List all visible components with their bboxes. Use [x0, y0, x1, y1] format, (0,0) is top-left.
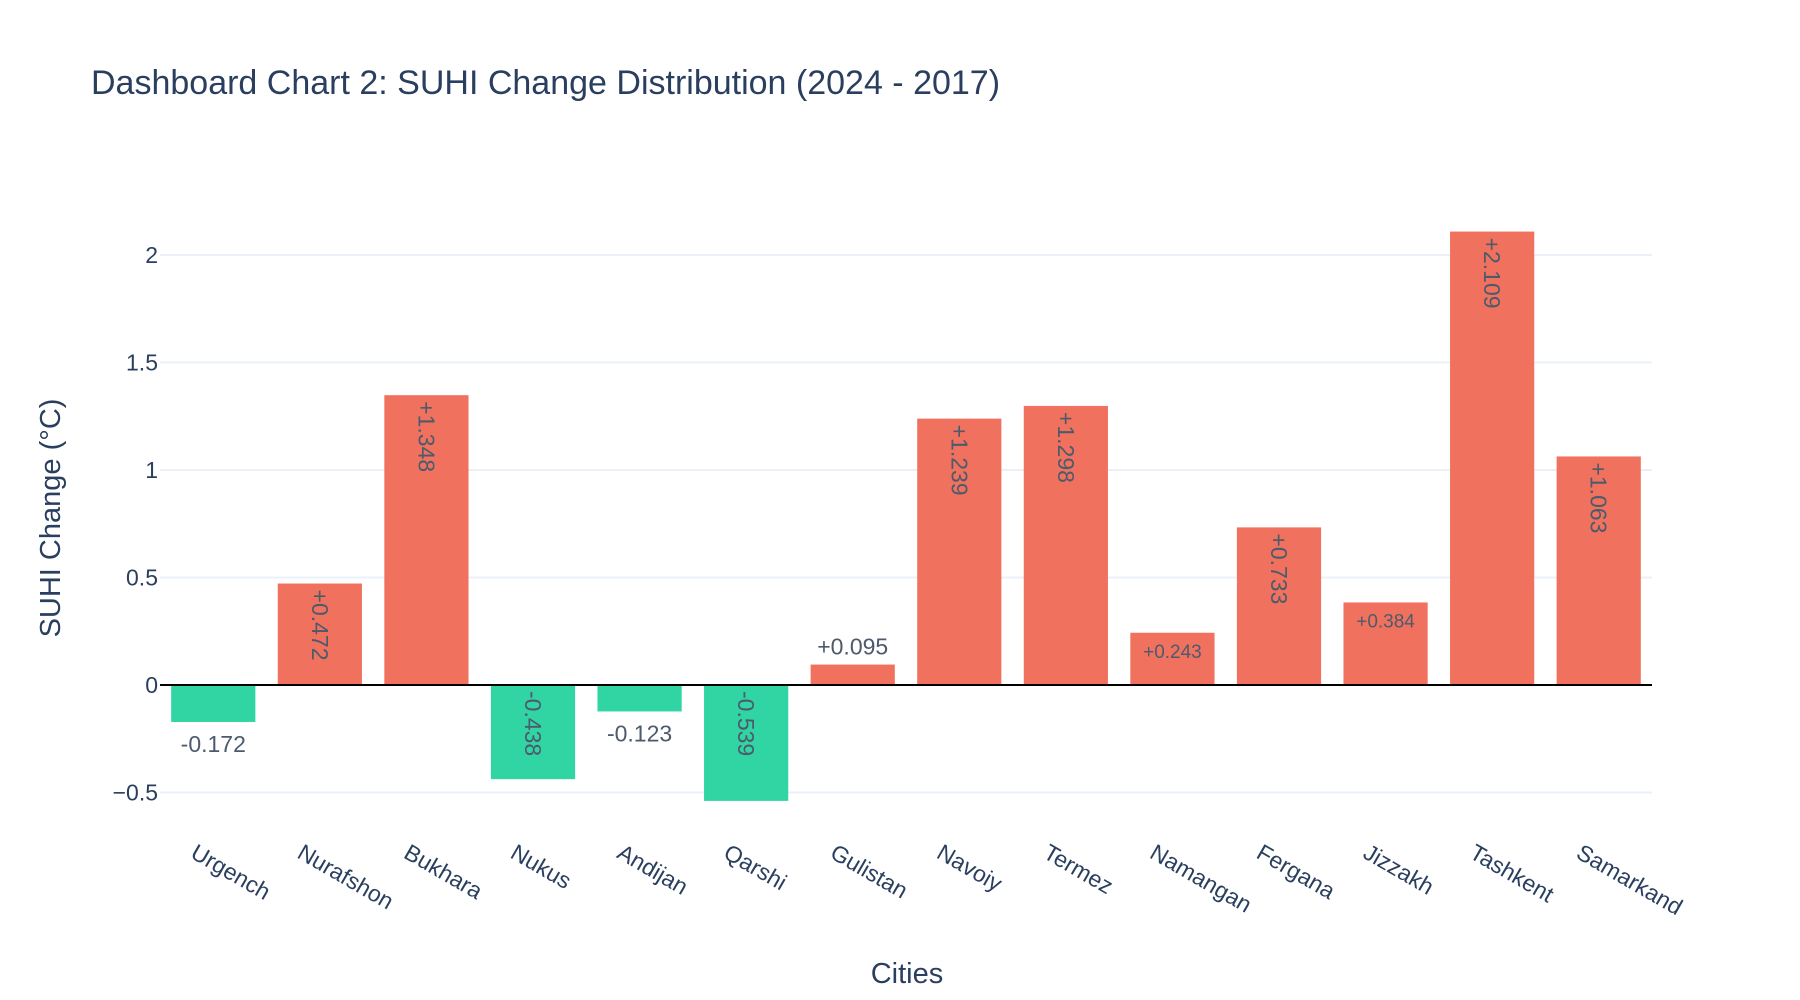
bar-namangan[interactable] — [1130, 632, 1215, 685]
data-label: +1.063 — [1586, 462, 1612, 533]
data-labels: -0.172 +0.472 +1.348 -0.438 -0.123 -0.539 +0.0… — [181, 238, 1612, 757]
x-tick-label: Tashkent — [1466, 839, 1559, 908]
data-label: -0.438 — [520, 691, 546, 756]
y-tick-label: 1 — [145, 457, 158, 483]
x-tick-label: Nurafshon — [293, 839, 398, 915]
x-tick-label: Qarshi — [720, 839, 792, 895]
data-label: +0.243 — [1143, 642, 1202, 663]
x-axis-ticks: Urgench Nurafshon Bukhara Nukus Andijan Qarsh… — [187, 839, 1687, 920]
bars — [171, 231, 1641, 801]
data-label: +0.472 — [307, 590, 333, 661]
data-label: -0.539 — [733, 691, 759, 756]
bar-fergana[interactable] — [1236, 527, 1322, 685]
x-tick-label: Jizzakh — [1359, 839, 1438, 900]
bar-qarshi[interactable] — [704, 685, 789, 801]
x-tick-label: Gulistan — [826, 839, 912, 904]
bar-navoiy[interactable] — [917, 418, 1002, 685]
data-label: -0.123 — [607, 720, 672, 746]
y-tick-label: 0 — [145, 672, 158, 698]
data-label: -0.172 — [181, 731, 246, 757]
chart-title: Dashboard Chart 2: SUHI Change Distribut… — [91, 64, 1001, 102]
x-tick-label: Nukus — [507, 839, 576, 894]
bar-urgench[interactable] — [171, 685, 256, 722]
x-tick-label: Andijan — [613, 839, 692, 900]
y-tick-label: −0.5 — [113, 780, 158, 806]
x-tick-label: Bukhara — [400, 839, 487, 904]
bar-bukhara[interactable] — [384, 395, 469, 685]
y-tick-label: 1.5 — [126, 350, 158, 376]
data-label: +2.109 — [1479, 238, 1505, 309]
x-tick-label: Urgench — [187, 839, 275, 905]
data-label: +1.348 — [413, 401, 439, 472]
y-axis-ticks: −0.5 0 0.5 1 1.5 2 — [113, 242, 158, 806]
y-axis-title: SUHI Change (°C) — [35, 399, 67, 638]
gridlines — [160, 254, 1652, 794]
bar-jizzakh[interactable] — [1343, 602, 1428, 685]
x-tick-label: Fergana — [1253, 839, 1340, 904]
x-axis-title: Cities — [871, 958, 944, 990]
y-tick-label: 0.5 — [126, 565, 158, 591]
data-label: +0.733 — [1266, 533, 1292, 604]
bar-andijan[interactable] — [597, 685, 682, 712]
bar-termez[interactable] — [1023, 405, 1108, 685]
x-tick-label: Navoiy — [933, 839, 1007, 897]
data-label: +1.298 — [1053, 412, 1079, 483]
bar-nurafshon[interactable] — [277, 583, 362, 685]
data-label: +0.095 — [817, 634, 888, 660]
x-tick-label: Namangan — [1146, 839, 1256, 918]
bar-samarkand[interactable] — [1556, 456, 1641, 685]
data-label: +0.384 — [1356, 611, 1415, 632]
bar-tashkent[interactable] — [1450, 231, 1535, 685]
y-tick-label: 2 — [145, 242, 158, 268]
bar-gulistan[interactable] — [810, 664, 895, 685]
data-label: +1.239 — [946, 425, 972, 496]
x-tick-label: Samarkand — [1572, 839, 1687, 920]
bar-nukus[interactable] — [490, 685, 576, 780]
x-tick-label: Termez — [1039, 839, 1117, 899]
